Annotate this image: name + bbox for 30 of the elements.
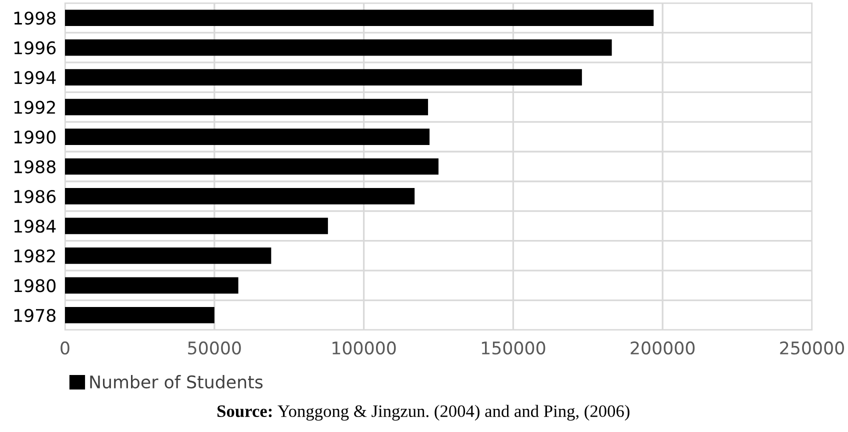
source-note: Source: Yonggong & Jingzun. (2004) and and Ping, (2006): [218, 404, 630, 421]
y-tick-label: 1984: [14, 220, 56, 233]
y-tick-label: 1994: [14, 71, 56, 84]
x-tick-label: 0: [60, 341, 70, 355]
y-tick-label: 1996: [14, 41, 56, 54]
x-tick-label: 100000: [332, 341, 396, 355]
x-tick-label: 250000: [780, 341, 844, 355]
y-tick-label: 1988: [14, 160, 56, 174]
bar: [65, 277, 238, 294]
x-tick-label: 200000: [630, 341, 695, 355]
y-tick-label: 1998: [14, 12, 56, 25]
bar: [65, 10, 654, 26]
y-tick-label: 1978: [14, 308, 56, 322]
bar: [65, 248, 272, 264]
bar: [65, 188, 415, 204]
bar: [65, 158, 438, 175]
bar: [65, 306, 214, 324]
bar: [65, 98, 428, 116]
y-tick-label: 1980: [14, 279, 56, 292]
y-tick-label: 1990: [14, 130, 56, 144]
y-tick-label: 1992: [14, 100, 55, 114]
bar: [65, 39, 612, 56]
bar: [65, 218, 328, 234]
x-tick-label: 50000: [188, 341, 241, 355]
bar: [65, 69, 582, 86]
x-tick-label: 150000: [482, 341, 546, 355]
legend-label: Number of Students: [90, 375, 263, 388]
y-tick-label: 1986: [14, 190, 56, 204]
bar: [65, 128, 430, 145]
y-tick-label: 1982: [14, 249, 55, 263]
